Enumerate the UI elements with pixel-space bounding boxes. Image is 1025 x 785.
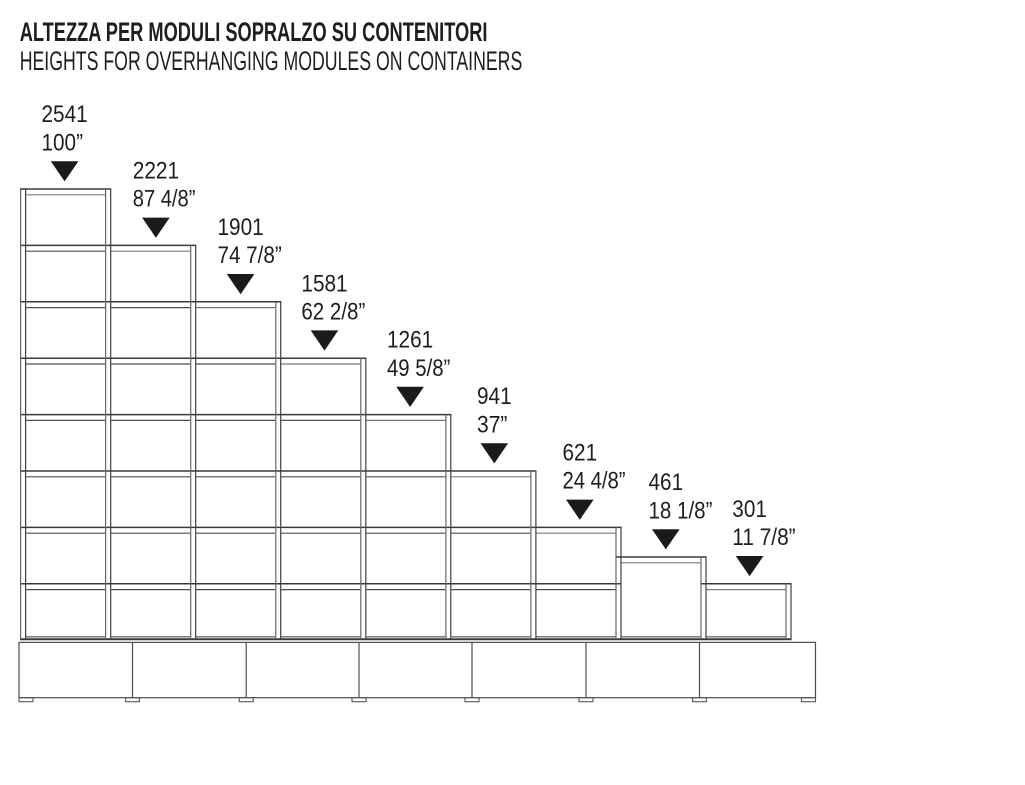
svg-text:1261: 1261: [387, 327, 433, 354]
svg-text:461: 461: [649, 469, 684, 496]
svg-text:74 7/8”: 74 7/8”: [218, 242, 282, 269]
svg-text:2541: 2541: [42, 101, 88, 128]
svg-text:2221: 2221: [133, 158, 179, 185]
svg-text:11 7/8”: 11 7/8”: [732, 524, 795, 551]
svg-text:HEIGHTS FOR OVERHANGING MODULE: HEIGHTS FOR OVERHANGING MODULES ON CONTA…: [20, 45, 523, 76]
svg-text:24 4/8”: 24 4/8”: [563, 468, 626, 495]
svg-text:301: 301: [732, 496, 767, 523]
svg-text:18 1/8”: 18 1/8”: [649, 497, 713, 524]
svg-text:37”: 37”: [477, 411, 507, 438]
svg-text:1901: 1901: [218, 214, 264, 241]
svg-text:87 4/8”: 87 4/8”: [133, 186, 196, 213]
svg-text:621: 621: [563, 440, 598, 467]
svg-text:100”: 100”: [42, 129, 84, 156]
svg-text:49 5/8”: 49 5/8”: [387, 355, 450, 382]
svg-text:1581: 1581: [301, 270, 347, 297]
svg-text:941: 941: [477, 383, 512, 410]
svg-text:62 2/8”: 62 2/8”: [301, 299, 365, 326]
svg-text:ALTEZZA PER MODULI SOPRALZO SU: ALTEZZA PER MODULI SOPRALZO SU CONTENITO…: [20, 17, 488, 47]
